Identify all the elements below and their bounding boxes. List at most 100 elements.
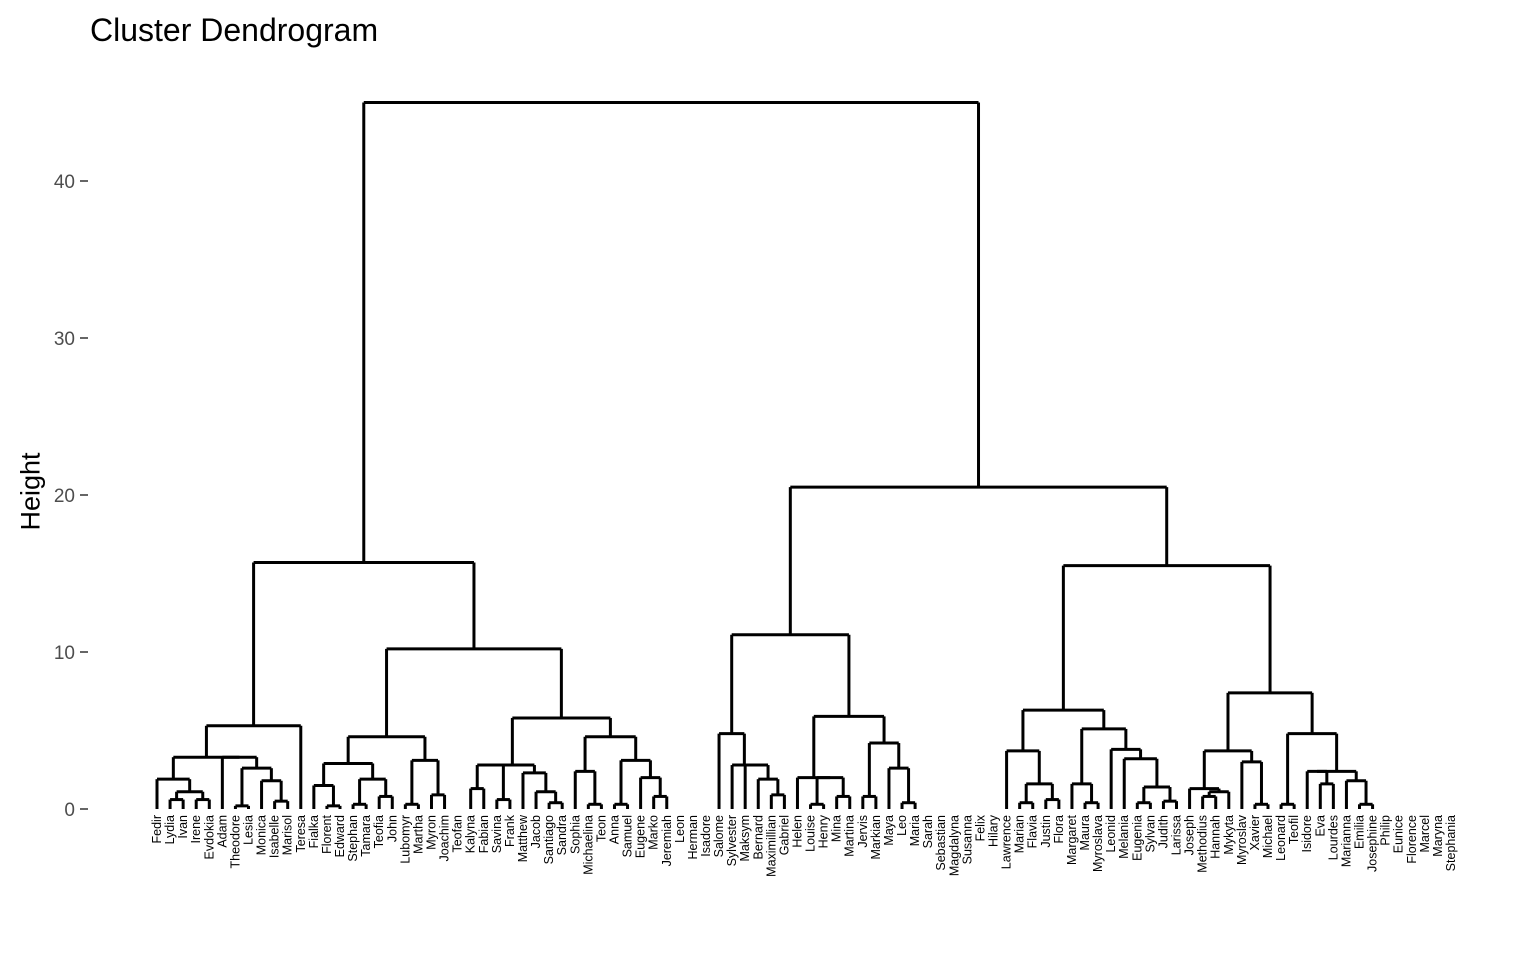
leaf-label: Emilia	[1353, 815, 1367, 849]
leaf-label: Sandra	[555, 815, 569, 855]
leaf-label: Evdokia	[202, 815, 216, 860]
dendrogram-tree	[155, 101, 1375, 809]
leaf-label: Myron	[424, 815, 438, 850]
leaf-label: Fialka	[307, 815, 321, 848]
leaf-label: Sarah	[921, 815, 935, 848]
leaf-label: Theodore	[228, 815, 242, 869]
leaf-label: Adam	[215, 815, 229, 848]
leaf-label: Eugene	[634, 815, 648, 858]
leaf-label: Martina	[843, 815, 857, 857]
leaf-label: Mykyta	[1222, 815, 1236, 855]
leaf-label: Flavia	[1026, 815, 1040, 848]
leaf-label: Isabelle	[268, 815, 282, 858]
leaf-label: Magdalyna	[947, 815, 961, 876]
leaf-labels: Fedir Lydia Ivan Irene Evdokia Adam Theodore Le…	[150, 814, 1458, 877]
leaf-label: Marianna	[1339, 815, 1353, 867]
leaf-label: Maryna	[1431, 815, 1445, 857]
leaf-label: Kalyna	[464, 815, 478, 853]
leaf-label: Hilary	[987, 814, 1001, 847]
leaf-label: Leo	[895, 815, 909, 836]
leaf-label: Teofan	[451, 815, 465, 853]
leaf-label: Margaret	[1065, 814, 1079, 865]
leaf-label: Bernard	[751, 815, 765, 860]
leaf-label: Isadore	[699, 815, 713, 857]
leaf-label: Fedir	[150, 815, 164, 843]
leaf-label: Henry	[817, 814, 831, 848]
leaf-label: Marko	[647, 815, 661, 850]
leaf-label: Louise	[804, 815, 818, 852]
leaf-label: Tamara	[359, 815, 373, 857]
leaf-label: Justin	[1039, 815, 1053, 848]
y-axis: 0 10 20 30 40	[54, 172, 88, 821]
leaf-label: Maksym	[738, 815, 752, 862]
leaf-label: Isidore	[1300, 815, 1314, 853]
leaf-label: Anna	[607, 815, 621, 844]
leaf-label: Sylvan	[1143, 815, 1157, 853]
leaf-label: Irene	[189, 815, 203, 844]
leaf-label: Philip	[1379, 815, 1393, 846]
leaf-label: Martha	[411, 815, 425, 854]
y-tick-label: 0	[64, 800, 75, 821]
leaf-label: Florent	[320, 814, 334, 853]
leaf-label: John	[385, 815, 399, 842]
leaf-label: Joseph	[1183, 815, 1197, 855]
leaf-label: Leonid	[1104, 815, 1118, 853]
leaf-label: Stephania	[1444, 815, 1458, 871]
leaf-label: Methodius	[1196, 815, 1210, 873]
leaf-label: Marian	[1013, 815, 1027, 853]
leaf-label: Jacob	[529, 815, 543, 848]
leaf-label: Teon	[594, 815, 608, 842]
leaf-label: Helen	[790, 815, 804, 848]
leaf-label: Leon	[673, 815, 687, 843]
leaf-label: Hannah	[1209, 815, 1223, 859]
leaf-label: Judith	[1156, 815, 1170, 848]
leaf-label: Samuel	[621, 815, 635, 857]
leaf-label: Lawrence	[1000, 815, 1014, 869]
leaf-label: Joachim	[438, 815, 452, 862]
leaf-label: Santiago	[542, 815, 556, 864]
leaf-label: Jervis	[856, 815, 870, 848]
y-tick-label: 30	[54, 329, 75, 350]
leaf-label: Matthew	[516, 814, 530, 862]
leaf-label: Sebastian	[934, 815, 948, 871]
leaf-label: Larissa	[1170, 815, 1184, 855]
leaf-label: Stephan	[346, 815, 360, 862]
leaf-label: Frank	[503, 814, 517, 847]
leaf-label: Xavier	[1248, 815, 1262, 850]
leaf-label: Ivan	[176, 815, 190, 839]
leaf-label: Maya	[882, 815, 896, 846]
y-tick-label: 20	[54, 486, 75, 507]
leaf-label: Josephine	[1366, 815, 1380, 872]
leaf-label: Teofil	[1287, 815, 1301, 844]
leaf-label: Melania	[1117, 815, 1131, 859]
leaf-label: Gabriel	[777, 815, 791, 855]
leaf-label: Markian	[869, 815, 883, 860]
leaf-label: Mina	[830, 815, 844, 842]
leaf-label: Teresa	[294, 815, 308, 853]
leaf-label: Lubomyr	[398, 815, 412, 864]
leaf-label: Edward	[333, 815, 347, 857]
leaf-label: Savina	[490, 815, 504, 853]
leaf-label: Marcel	[1418, 815, 1432, 853]
leaf-label: Maura	[1078, 815, 1092, 850]
leaf-label: Eugenia	[1130, 815, 1144, 861]
leaf-label: Michaelina	[581, 815, 595, 875]
leaf-label: Eunice	[1392, 815, 1406, 853]
leaf-label: Jeremiah	[660, 815, 674, 866]
leaf-label: Herman	[686, 815, 700, 860]
leaf-label: Maria	[908, 815, 922, 846]
y-tick-label: 40	[54, 172, 75, 193]
leaf-label: Leonard	[1274, 815, 1288, 861]
chart-title: Cluster Dendrogram	[90, 12, 379, 48]
leaf-label: Flora	[1052, 815, 1066, 844]
leaf-label: Lydia	[163, 815, 177, 844]
leaf-label: Maximillian	[764, 815, 778, 877]
leaf-label: Felix	[973, 814, 987, 841]
leaf-label: Monica	[255, 815, 269, 855]
leaf-label: Myroslava	[1091, 815, 1105, 872]
leaf-label: Susanna	[960, 815, 974, 864]
leaf-label: Sophia	[568, 815, 582, 854]
leaf-label: Fabian	[477, 815, 491, 853]
leaf-label: Myroslav	[1235, 814, 1249, 865]
